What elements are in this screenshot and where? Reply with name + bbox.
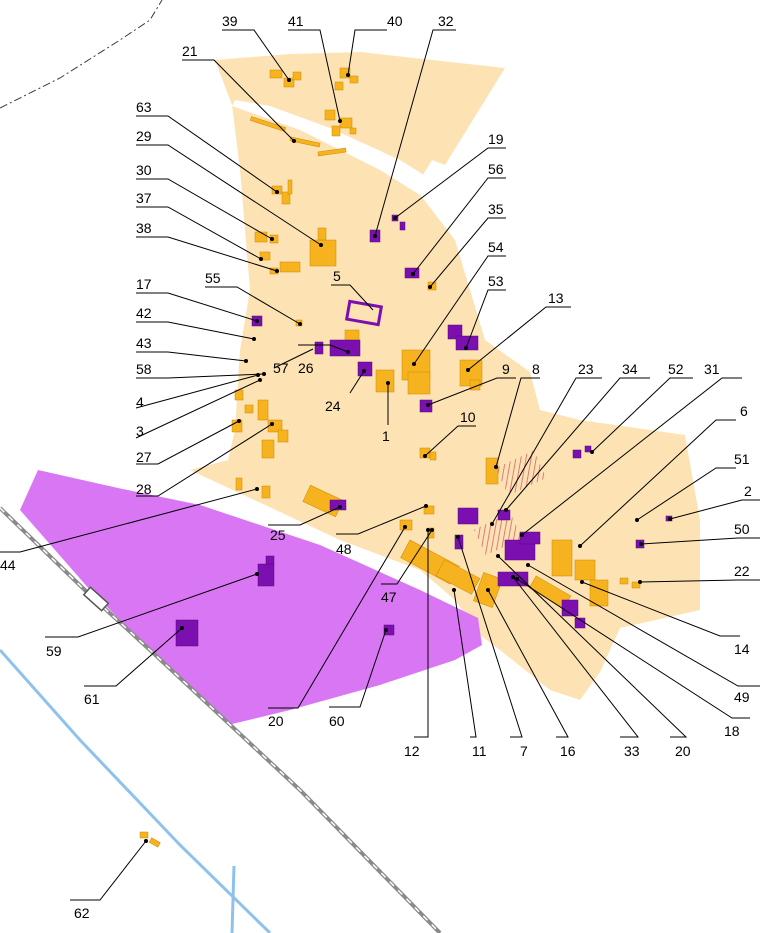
label-44[interactable]: 44 <box>0 557 16 573</box>
river-branch <box>230 865 236 933</box>
label-13[interactable]: 13 <box>548 290 564 306</box>
label-63[interactable]: 63 <box>136 99 152 115</box>
label-51[interactable]: 51 <box>734 451 750 467</box>
label-5[interactable]: 5 <box>333 268 341 284</box>
label-55[interactable]: 55 <box>205 270 221 286</box>
industrial-zone[interactable] <box>20 470 482 725</box>
label-17[interactable]: 17 <box>136 276 152 292</box>
label-37[interactable]: 37 <box>136 190 152 206</box>
hatched-area-2 <box>473 512 523 556</box>
label-4[interactable]: 4 <box>136 394 144 410</box>
label-12[interactable]: 12 <box>404 743 420 759</box>
label-16[interactable]: 16 <box>560 743 576 759</box>
label-33[interactable]: 33 <box>624 743 640 759</box>
label-10[interactable]: 10 <box>460 409 476 425</box>
label-1[interactable]: 1 <box>382 428 390 444</box>
label-19[interactable]: 19 <box>488 131 504 147</box>
leader-lines <box>0 29 760 901</box>
railway-ties <box>0 507 441 933</box>
label-8[interactable]: 8 <box>532 361 540 377</box>
label-48[interactable]: 48 <box>336 541 352 557</box>
label-20-west[interactable]: 20 <box>268 713 284 729</box>
label-42[interactable]: 42 <box>136 305 152 321</box>
settlement-zone <box>190 52 700 700</box>
label-41[interactable]: 41 <box>288 13 304 29</box>
label-38[interactable]: 38 <box>136 220 152 236</box>
label-60[interactable]: 60 <box>329 713 345 729</box>
label-2[interactable]: 2 <box>744 483 752 499</box>
label-18[interactable]: 18 <box>724 723 740 739</box>
label-47[interactable]: 47 <box>381 589 397 605</box>
outlined-building <box>344 299 384 327</box>
label-3[interactable]: 3 <box>136 423 144 439</box>
label-50[interactable]: 50 <box>734 521 750 537</box>
label-34[interactable]: 34 <box>622 361 638 377</box>
label-61[interactable]: 61 <box>84 691 100 707</box>
label-31[interactable]: 31 <box>704 361 720 377</box>
anchor-dots <box>144 73 672 843</box>
label-11[interactable]: 11 <box>472 743 487 759</box>
label-39[interactable]: 39 <box>222 13 238 29</box>
label-40[interactable]: 40 <box>387 13 403 29</box>
label-29[interactable]: 29 <box>136 128 152 144</box>
label-52[interactable]: 52 <box>668 361 684 377</box>
railway-station[interactable] <box>82 586 110 612</box>
label-24[interactable]: 24 <box>325 398 341 414</box>
label-6[interactable]: 6 <box>740 403 748 419</box>
label-23[interactable]: 23 <box>578 361 594 377</box>
label-27[interactable]: 27 <box>136 449 152 465</box>
label-14[interactable]: 14 <box>734 641 750 657</box>
label-35[interactable]: 35 <box>488 201 504 217</box>
label-32[interactable]: 32 <box>438 13 454 29</box>
label-56[interactable]: 56 <box>488 161 504 177</box>
label-59[interactable]: 59 <box>46 643 62 659</box>
district-boundary <box>0 0 163 109</box>
label-22[interactable]: 22 <box>734 563 750 579</box>
label-43[interactable]: 43 <box>136 335 152 351</box>
river <box>0 649 272 933</box>
label-20-east[interactable]: 20 <box>675 743 691 759</box>
label-58[interactable]: 58 <box>136 361 152 377</box>
label-26[interactable]: 26 <box>298 360 314 376</box>
label-30[interactable]: 30 <box>136 162 152 178</box>
label-53[interactable]: 53 <box>488 273 504 289</box>
label-62[interactable]: 62 <box>74 905 90 921</box>
label-21[interactable]: 21 <box>182 43 198 59</box>
map-labels: 39 41 40 32 21 19 63 56 29 35 30 54 37 5… <box>0 13 752 921</box>
label-54[interactable]: 54 <box>488 239 504 255</box>
label-9[interactable]: 9 <box>502 361 510 377</box>
road <box>232 100 432 195</box>
label-7[interactable]: 7 <box>520 743 528 759</box>
label-57[interactable]: 57 <box>273 360 289 376</box>
label-28[interactable]: 28 <box>136 481 152 497</box>
label-49[interactable]: 49 <box>734 689 750 705</box>
label-25[interactable]: 25 <box>270 527 286 543</box>
